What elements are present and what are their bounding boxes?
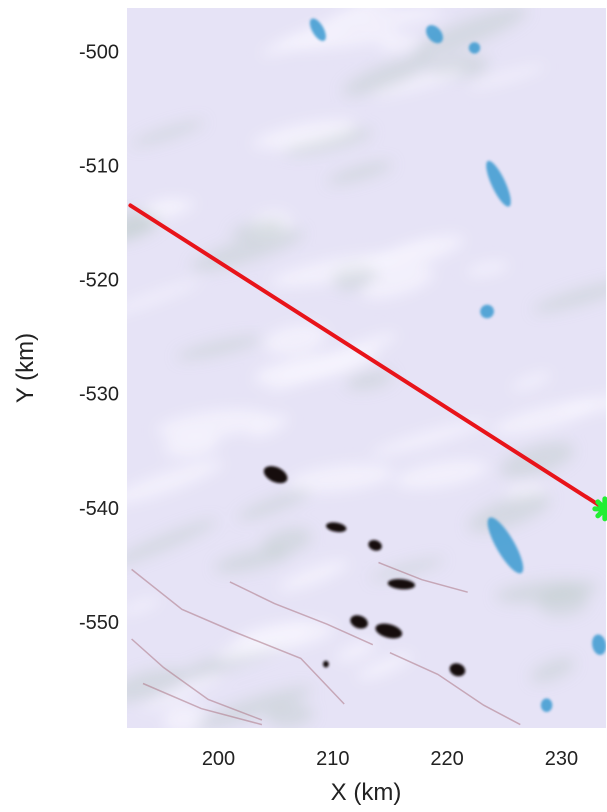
moraine-streaks (131, 561, 521, 726)
moraine-streak (378, 561, 468, 593)
ice-texture-blob (253, 349, 378, 386)
ice-texture-blob (370, 419, 488, 457)
ice-surface-texture (127, 8, 606, 728)
rock-outcrop (449, 663, 466, 677)
rock-outcrops (263, 466, 466, 677)
ice-texture-blob (343, 54, 434, 96)
moraine-streak (131, 638, 263, 721)
y-tick-label: -500 (79, 41, 119, 63)
green-cross-marker-icon (592, 496, 607, 522)
ice-texture-blob (538, 586, 589, 617)
ice-texture-blob (394, 459, 489, 490)
ice-texture-blob (127, 279, 202, 318)
end-marker-center (598, 502, 607, 515)
ice-texture-blob (127, 459, 224, 505)
ice-texture-blob (277, 559, 349, 592)
ice-texture-blob (346, 370, 393, 390)
ice-texture-blob (533, 280, 606, 313)
x-axis-ticks: 200 210 220 230 (202, 748, 578, 770)
ice-texture-blob (335, 639, 377, 663)
ice-texture-blob (360, 266, 435, 300)
ice-texture-blob (176, 336, 262, 360)
ice-texture-blob (372, 68, 466, 98)
ice-texture-blob (284, 128, 373, 155)
ice-texture-blob (263, 323, 328, 356)
ice-texture-blob (468, 64, 546, 89)
ice-texture-blob (352, 8, 444, 28)
ice-texture-blob (492, 400, 596, 436)
ice-texture-blob (466, 260, 509, 277)
ice-texture-blob (127, 597, 161, 616)
rock-outcrop (326, 522, 347, 533)
y-axis-title: Y (km) (12, 333, 39, 403)
meltwater-feature (592, 634, 606, 655)
meltwater-feature (487, 517, 524, 574)
ice-texture-blob (412, 8, 528, 58)
transect-line (128, 203, 607, 511)
ice-texture-blob (325, 8, 399, 25)
ice-texture-blob (155, 408, 271, 440)
ice-texture-blob (237, 489, 311, 521)
rock-outcrop (368, 540, 382, 551)
ice-texture-blob (162, 703, 206, 728)
y-tick-label: -530 (79, 384, 119, 406)
ice-texture-blob (275, 27, 401, 51)
ice-texture-blob (127, 519, 217, 567)
ice-texture-blob (288, 463, 395, 493)
y-axis-ticks: -500 -510 -520 -530 -540 -550 (79, 41, 119, 634)
ice-texture-blob (127, 209, 161, 242)
x-tick-label: 230 (545, 748, 578, 770)
x-tick-label: 220 (430, 748, 463, 770)
rock-outcrop (350, 615, 368, 629)
ice-texture-blob (151, 198, 196, 220)
meltwater-features (309, 18, 606, 712)
ice-texture-blob (356, 652, 413, 681)
ice-surface-background (127, 8, 606, 728)
ice-texture-blob (266, 703, 314, 727)
ice-texture-blob (195, 686, 312, 728)
ice-texture-blob (500, 442, 575, 478)
ice-texture-blob (247, 413, 289, 439)
rock-outcrop (263, 466, 288, 484)
moraine-streak (142, 682, 263, 726)
map-plot-area (127, 8, 606, 728)
meltwater-feature (486, 160, 511, 207)
rock-outcrop (387, 578, 416, 590)
ice-texture-blob (139, 673, 224, 712)
ice-texture-blob (370, 558, 444, 581)
x-tick-label: 210 (316, 748, 349, 770)
moraine-streak (229, 581, 374, 646)
x-tick-label: 200 (202, 748, 235, 770)
moraine-streak (389, 652, 521, 726)
y-tick-label: -520 (79, 270, 119, 292)
ice-texture-blob (252, 118, 356, 150)
meltwater-feature (309, 18, 326, 41)
meltwater-feature (468, 42, 481, 54)
ice-texture-blob (337, 238, 443, 275)
rock-outcrop (323, 660, 329, 668)
ice-texture-blob (131, 120, 205, 146)
ice-texture-blob (232, 620, 336, 652)
y-tick-label: -540 (79, 498, 119, 520)
meltwater-feature (426, 25, 443, 44)
rock-outcrop (375, 623, 403, 639)
ice-texture-blob (328, 161, 393, 185)
ice-texture-blob (261, 527, 312, 556)
y-tick-label: -550 (79, 612, 119, 634)
meltwater-feature (480, 304, 494, 319)
ice-texture-blob (378, 34, 422, 53)
meltwater-feature (540, 698, 553, 712)
ice-texture-blob (531, 658, 575, 683)
ice-texture-blob (511, 371, 552, 391)
moraine-streak (131, 568, 345, 705)
x-axis-title: X (km) (331, 779, 402, 806)
y-tick-label: -510 (79, 156, 119, 178)
